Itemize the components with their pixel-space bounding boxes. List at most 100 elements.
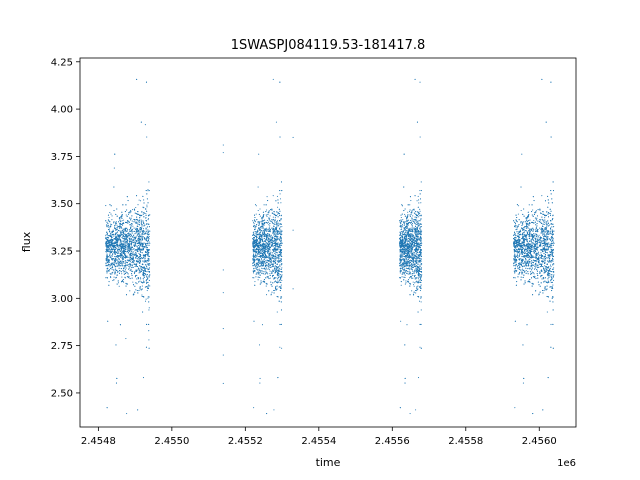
data-point — [121, 253, 123, 255]
data-point — [116, 235, 118, 237]
data-point — [258, 260, 260, 262]
data-point — [256, 243, 259, 245]
data-point — [267, 252, 269, 254]
data-point — [266, 196, 268, 198]
data-point — [274, 278, 276, 280]
data-point — [269, 267, 271, 269]
data-point — [148, 309, 150, 311]
data-point — [128, 229, 130, 231]
data-point — [148, 241, 150, 243]
data-point — [110, 273, 112, 275]
data-point — [143, 242, 145, 244]
data-point — [129, 255, 131, 257]
data-point — [122, 228, 124, 230]
data-point — [129, 265, 131, 267]
data-point — [275, 255, 277, 257]
data-point — [113, 235, 115, 237]
data-point — [111, 271, 113, 274]
data-point — [129, 258, 131, 261]
data-point — [263, 264, 265, 266]
data-point — [143, 211, 145, 214]
data-point — [106, 277, 108, 279]
data-point — [117, 242, 119, 244]
data-point — [265, 204, 267, 206]
data-point — [267, 229, 270, 231]
data-point — [148, 263, 150, 265]
data-point — [121, 247, 123, 249]
data-point — [279, 281, 281, 283]
data-point — [108, 243, 110, 245]
data-point — [114, 232, 117, 234]
data-point — [264, 245, 267, 247]
data-point — [274, 287, 277, 289]
data-point — [127, 256, 129, 258]
data-point — [255, 264, 257, 267]
data-point — [281, 226, 283, 228]
data-point — [266, 240, 268, 242]
data-point — [274, 233, 276, 235]
data-point — [141, 269, 143, 271]
data-point — [139, 250, 141, 252]
data-point — [256, 265, 258, 267]
data-point — [121, 237, 123, 239]
data-point — [142, 243, 144, 245]
data-point — [280, 287, 282, 289]
data-point — [133, 263, 135, 265]
data-point — [130, 254, 132, 256]
data-point — [258, 222, 260, 224]
data-point — [108, 228, 111, 230]
data-point — [143, 280, 145, 282]
data-point — [143, 281, 145, 283]
data-point — [278, 275, 280, 277]
data-point — [279, 241, 281, 243]
data-point — [145, 227, 147, 229]
data-point — [281, 276, 283, 278]
data-point — [131, 261, 133, 264]
data-point — [262, 245, 264, 247]
data-point — [252, 264, 254, 267]
data-point — [122, 224, 124, 226]
data-point — [130, 210, 132, 212]
data-point — [136, 261, 138, 263]
data-point — [261, 265, 263, 267]
data-point — [272, 274, 274, 277]
data-point — [252, 238, 254, 240]
data-point — [138, 259, 140, 261]
data-point — [253, 242, 255, 244]
data-point — [144, 246, 146, 248]
data-point — [132, 256, 134, 258]
data-point — [144, 275, 146, 277]
data-point — [141, 294, 143, 296]
data-point — [146, 223, 148, 225]
data-point — [263, 260, 265, 262]
data-point — [106, 253, 108, 255]
data-point — [123, 250, 126, 252]
data-point — [130, 226, 132, 228]
data-point — [268, 267, 270, 269]
data-point — [252, 270, 254, 272]
data-point — [111, 250, 113, 252]
data-point — [254, 226, 257, 228]
data-point — [270, 251, 272, 253]
data-point — [278, 239, 281, 241]
data-point — [142, 255, 144, 257]
data-point — [108, 281, 110, 283]
data-point — [106, 256, 108, 258]
data-point — [139, 239, 141, 241]
data-point — [144, 224, 146, 226]
data-point — [125, 271, 127, 273]
data-point — [280, 218, 282, 220]
data-point — [276, 288, 278, 290]
data-point — [259, 208, 261, 210]
data-point — [123, 242, 125, 244]
data-point — [107, 223, 109, 225]
data-point — [107, 250, 109, 253]
data-point — [136, 289, 138, 292]
data-point — [279, 237, 281, 239]
data-point — [106, 221, 108, 223]
data-point — [122, 204, 124, 206]
data-point — [145, 242, 147, 244]
data-point — [147, 297, 149, 299]
data-point — [129, 243, 131, 245]
data-point — [262, 215, 264, 217]
